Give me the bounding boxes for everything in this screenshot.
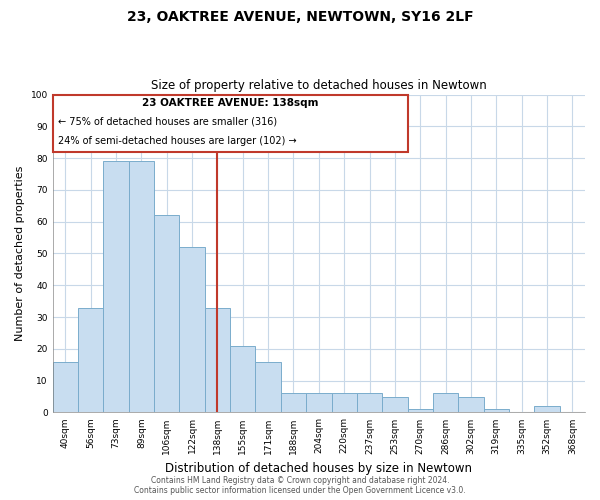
Bar bbox=[129, 162, 154, 412]
Text: Contains HM Land Registry data © Crown copyright and database right 2024.
Contai: Contains HM Land Registry data © Crown c… bbox=[134, 476, 466, 495]
Bar bbox=[205, 308, 230, 412]
FancyBboxPatch shape bbox=[53, 94, 407, 152]
Bar bbox=[433, 394, 458, 412]
Bar bbox=[281, 394, 306, 412]
Text: ← 75% of detached houses are smaller (316): ← 75% of detached houses are smaller (31… bbox=[58, 117, 277, 127]
Bar bbox=[179, 247, 205, 412]
Text: 23, OAKTREE AVENUE, NEWTOWN, SY16 2LF: 23, OAKTREE AVENUE, NEWTOWN, SY16 2LF bbox=[127, 10, 473, 24]
Bar bbox=[78, 308, 103, 412]
Text: 23 OAKTREE AVENUE: 138sqm: 23 OAKTREE AVENUE: 138sqm bbox=[142, 98, 319, 108]
Bar bbox=[256, 362, 281, 412]
Bar bbox=[484, 410, 509, 412]
Bar bbox=[103, 162, 129, 412]
Bar bbox=[230, 346, 256, 412]
Bar bbox=[458, 396, 484, 412]
Bar bbox=[407, 410, 433, 412]
Bar bbox=[53, 362, 78, 412]
Bar bbox=[535, 406, 560, 412]
Bar bbox=[382, 396, 407, 412]
Text: 24% of semi-detached houses are larger (102) →: 24% of semi-detached houses are larger (… bbox=[58, 136, 296, 146]
Y-axis label: Number of detached properties: Number of detached properties bbox=[15, 166, 25, 341]
Bar bbox=[357, 394, 382, 412]
Bar bbox=[306, 394, 332, 412]
Bar bbox=[332, 394, 357, 412]
X-axis label: Distribution of detached houses by size in Newtown: Distribution of detached houses by size … bbox=[166, 462, 472, 475]
Title: Size of property relative to detached houses in Newtown: Size of property relative to detached ho… bbox=[151, 79, 487, 92]
Bar bbox=[154, 216, 179, 412]
